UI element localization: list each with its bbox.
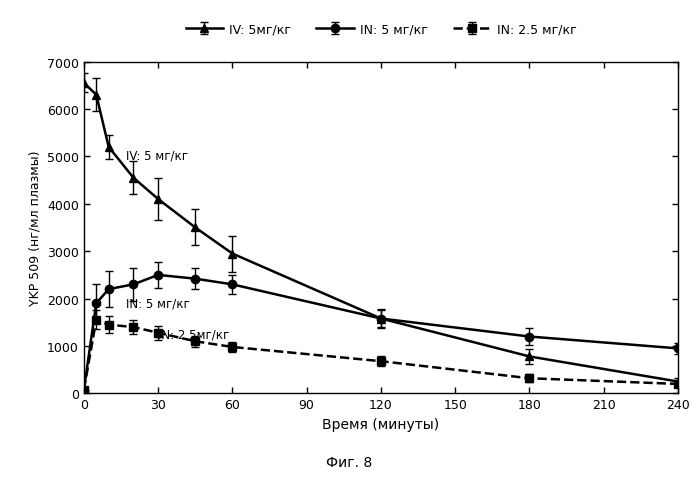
Y-axis label: YKP 509 (нг/мл плазмы): YKP 509 (нг/мл плазмы) bbox=[29, 150, 41, 306]
Text: IN: 2.5мг/кг: IN: 2.5мг/кг bbox=[158, 328, 229, 341]
Legend: IV: 5мг/кг, IN: 5 мг/кг, IN: 2.5 мг/кг: IV: 5мг/кг, IN: 5 мг/кг, IN: 2.5 мг/кг bbox=[180, 19, 582, 42]
Text: Фиг. 8: Фиг. 8 bbox=[326, 455, 373, 468]
Text: IV: 5 мг/кг: IV: 5 мг/кг bbox=[126, 149, 188, 162]
X-axis label: Время (минуты): Время (минуты) bbox=[322, 417, 440, 431]
Text: IN: 5 мг/кг: IN: 5 мг/кг bbox=[126, 297, 189, 310]
